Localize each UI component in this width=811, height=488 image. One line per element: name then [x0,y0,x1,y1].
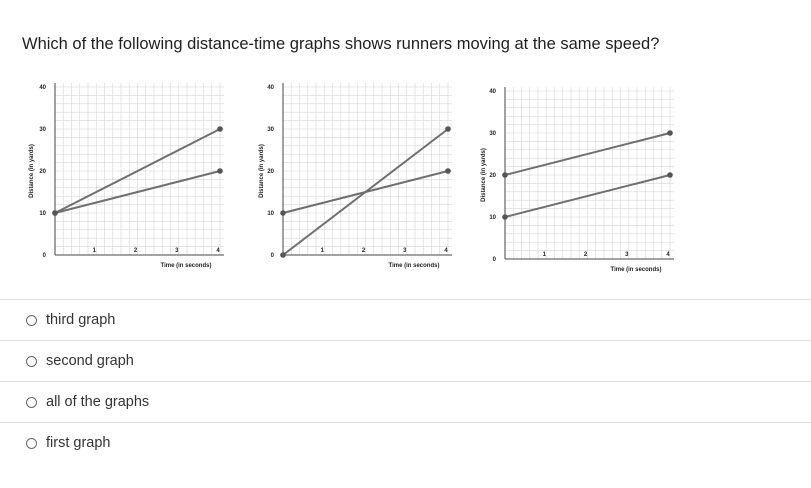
x-tick-label: 2 [134,248,138,254]
x-tick-label: 4 [666,252,670,258]
option-second-graph[interactable]: second graph [0,340,811,381]
series-line [504,132,671,176]
y-tick-label: 20 [39,169,46,175]
option-all-of-the-graphs[interactable]: all of the graphs [0,381,811,422]
graph-1: 0 10 20 30 40 1 2 3 4 Time (in seconds) Distance (… [29,83,224,269]
data-point [217,126,223,132]
x-tick-label: 2 [362,248,366,254]
y-tick-label: 40 [267,85,274,91]
option-label: first graph [46,435,111,451]
data-point [52,210,58,216]
data-point [445,126,451,132]
series-line [54,170,221,214]
radio-icon[interactable] [26,437,37,449]
answer-options: third graph second graph all of the grap… [0,299,811,463]
data-point [280,252,286,258]
data-point [667,130,673,136]
option-label: second graph [46,353,134,369]
graph-3: 0 10 20 30 40 1 2 3 4 Time (in seconds) Distance (… [481,87,674,273]
y-tick-label: 30 [39,127,46,133]
data-point [445,168,451,174]
y-tick-label: 10 [39,211,46,217]
y-tick-label: 40 [39,85,46,91]
y-axis-label: Distance (in yards) [481,148,487,202]
x-tick-label: 3 [175,248,179,254]
graph-2: 0 10 20 30 40 1 2 3 4 Time (in seconds) Distance (… [259,83,452,269]
option-third-graph[interactable]: third graph [0,299,811,340]
data-point [667,172,673,178]
y-tick-label: 10 [267,211,274,217]
option-label: all of the graphs [46,394,150,410]
radio-icon[interactable] [26,314,37,326]
grid [282,83,452,256]
data-point [280,210,286,216]
x-tick-label: 4 [216,248,220,254]
x-axis-label: Time (in seconds) [389,263,440,269]
data-point [502,214,508,220]
x-tick-label: 3 [403,248,407,254]
y-axis-label: Distance (in yards) [259,144,265,198]
x-tick-label: 4 [444,248,448,254]
y-tick-label: 20 [267,169,274,175]
y-tick-label: 40 [489,89,496,95]
x-tick-label: 2 [584,252,588,258]
y-tick-label: 30 [489,131,496,137]
x-tick-label: 3 [625,252,629,258]
x-tick-label: 1 [93,248,97,254]
data-point [502,172,508,178]
x-tick-label: 1 [321,248,325,254]
y-tick-label: 0 [43,253,47,259]
data-point [217,168,223,174]
x-axis-label: Time (in seconds) [161,263,212,269]
y-tick-label: 0 [493,257,497,263]
y-tick-label: 20 [489,173,496,179]
option-first-graph[interactable]: first graph [0,422,811,463]
radio-icon[interactable] [26,396,37,408]
radio-icon[interactable] [26,355,37,367]
y-tick-label: 0 [271,253,275,259]
series-line [282,170,449,214]
y-tick-label: 30 [267,127,274,133]
x-tick-label: 1 [543,252,547,258]
y-axis-label: Distance (in yards) [29,144,35,198]
grid [54,83,224,256]
grid [504,87,674,260]
x-axis-label: Time (in seconds) [611,267,662,273]
option-label: third graph [46,312,116,328]
series-line [504,174,671,218]
series-line [54,128,221,214]
question-text: Which of the following distance-time gra… [22,35,660,53]
y-tick-label: 10 [489,215,496,221]
